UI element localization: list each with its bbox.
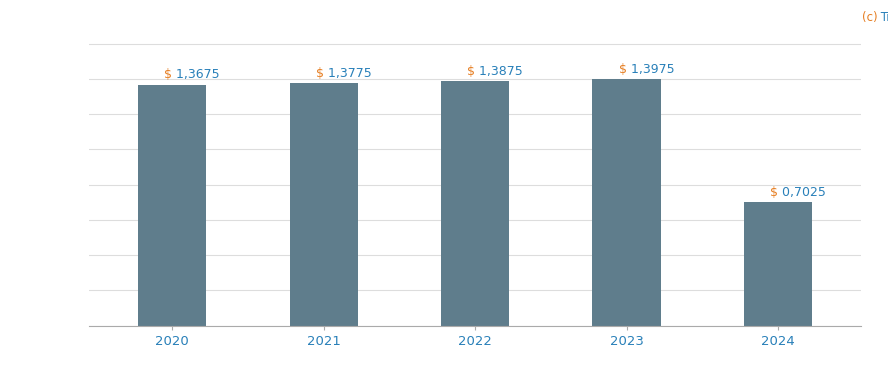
Bar	[289, 83, 358, 326]
Text: 1,3775: 1,3775	[323, 67, 371, 80]
Text: 1,3875: 1,3875	[475, 65, 523, 78]
Text: $: $	[315, 67, 323, 80]
Bar	[744, 202, 813, 326]
Text: $: $	[467, 65, 475, 78]
Text: 1,3675: 1,3675	[172, 68, 219, 81]
Bar	[592, 80, 661, 326]
Text: $: $	[619, 63, 627, 76]
Bar	[441, 81, 509, 326]
Text: (c): (c)	[861, 11, 877, 24]
Bar	[138, 85, 206, 326]
Text: $: $	[770, 186, 778, 199]
Text: 1,3975: 1,3975	[627, 63, 674, 76]
Text: Trivano.com: Trivano.com	[877, 11, 888, 24]
Text: 0,7025: 0,7025	[778, 186, 826, 199]
Text: $: $	[164, 68, 172, 81]
